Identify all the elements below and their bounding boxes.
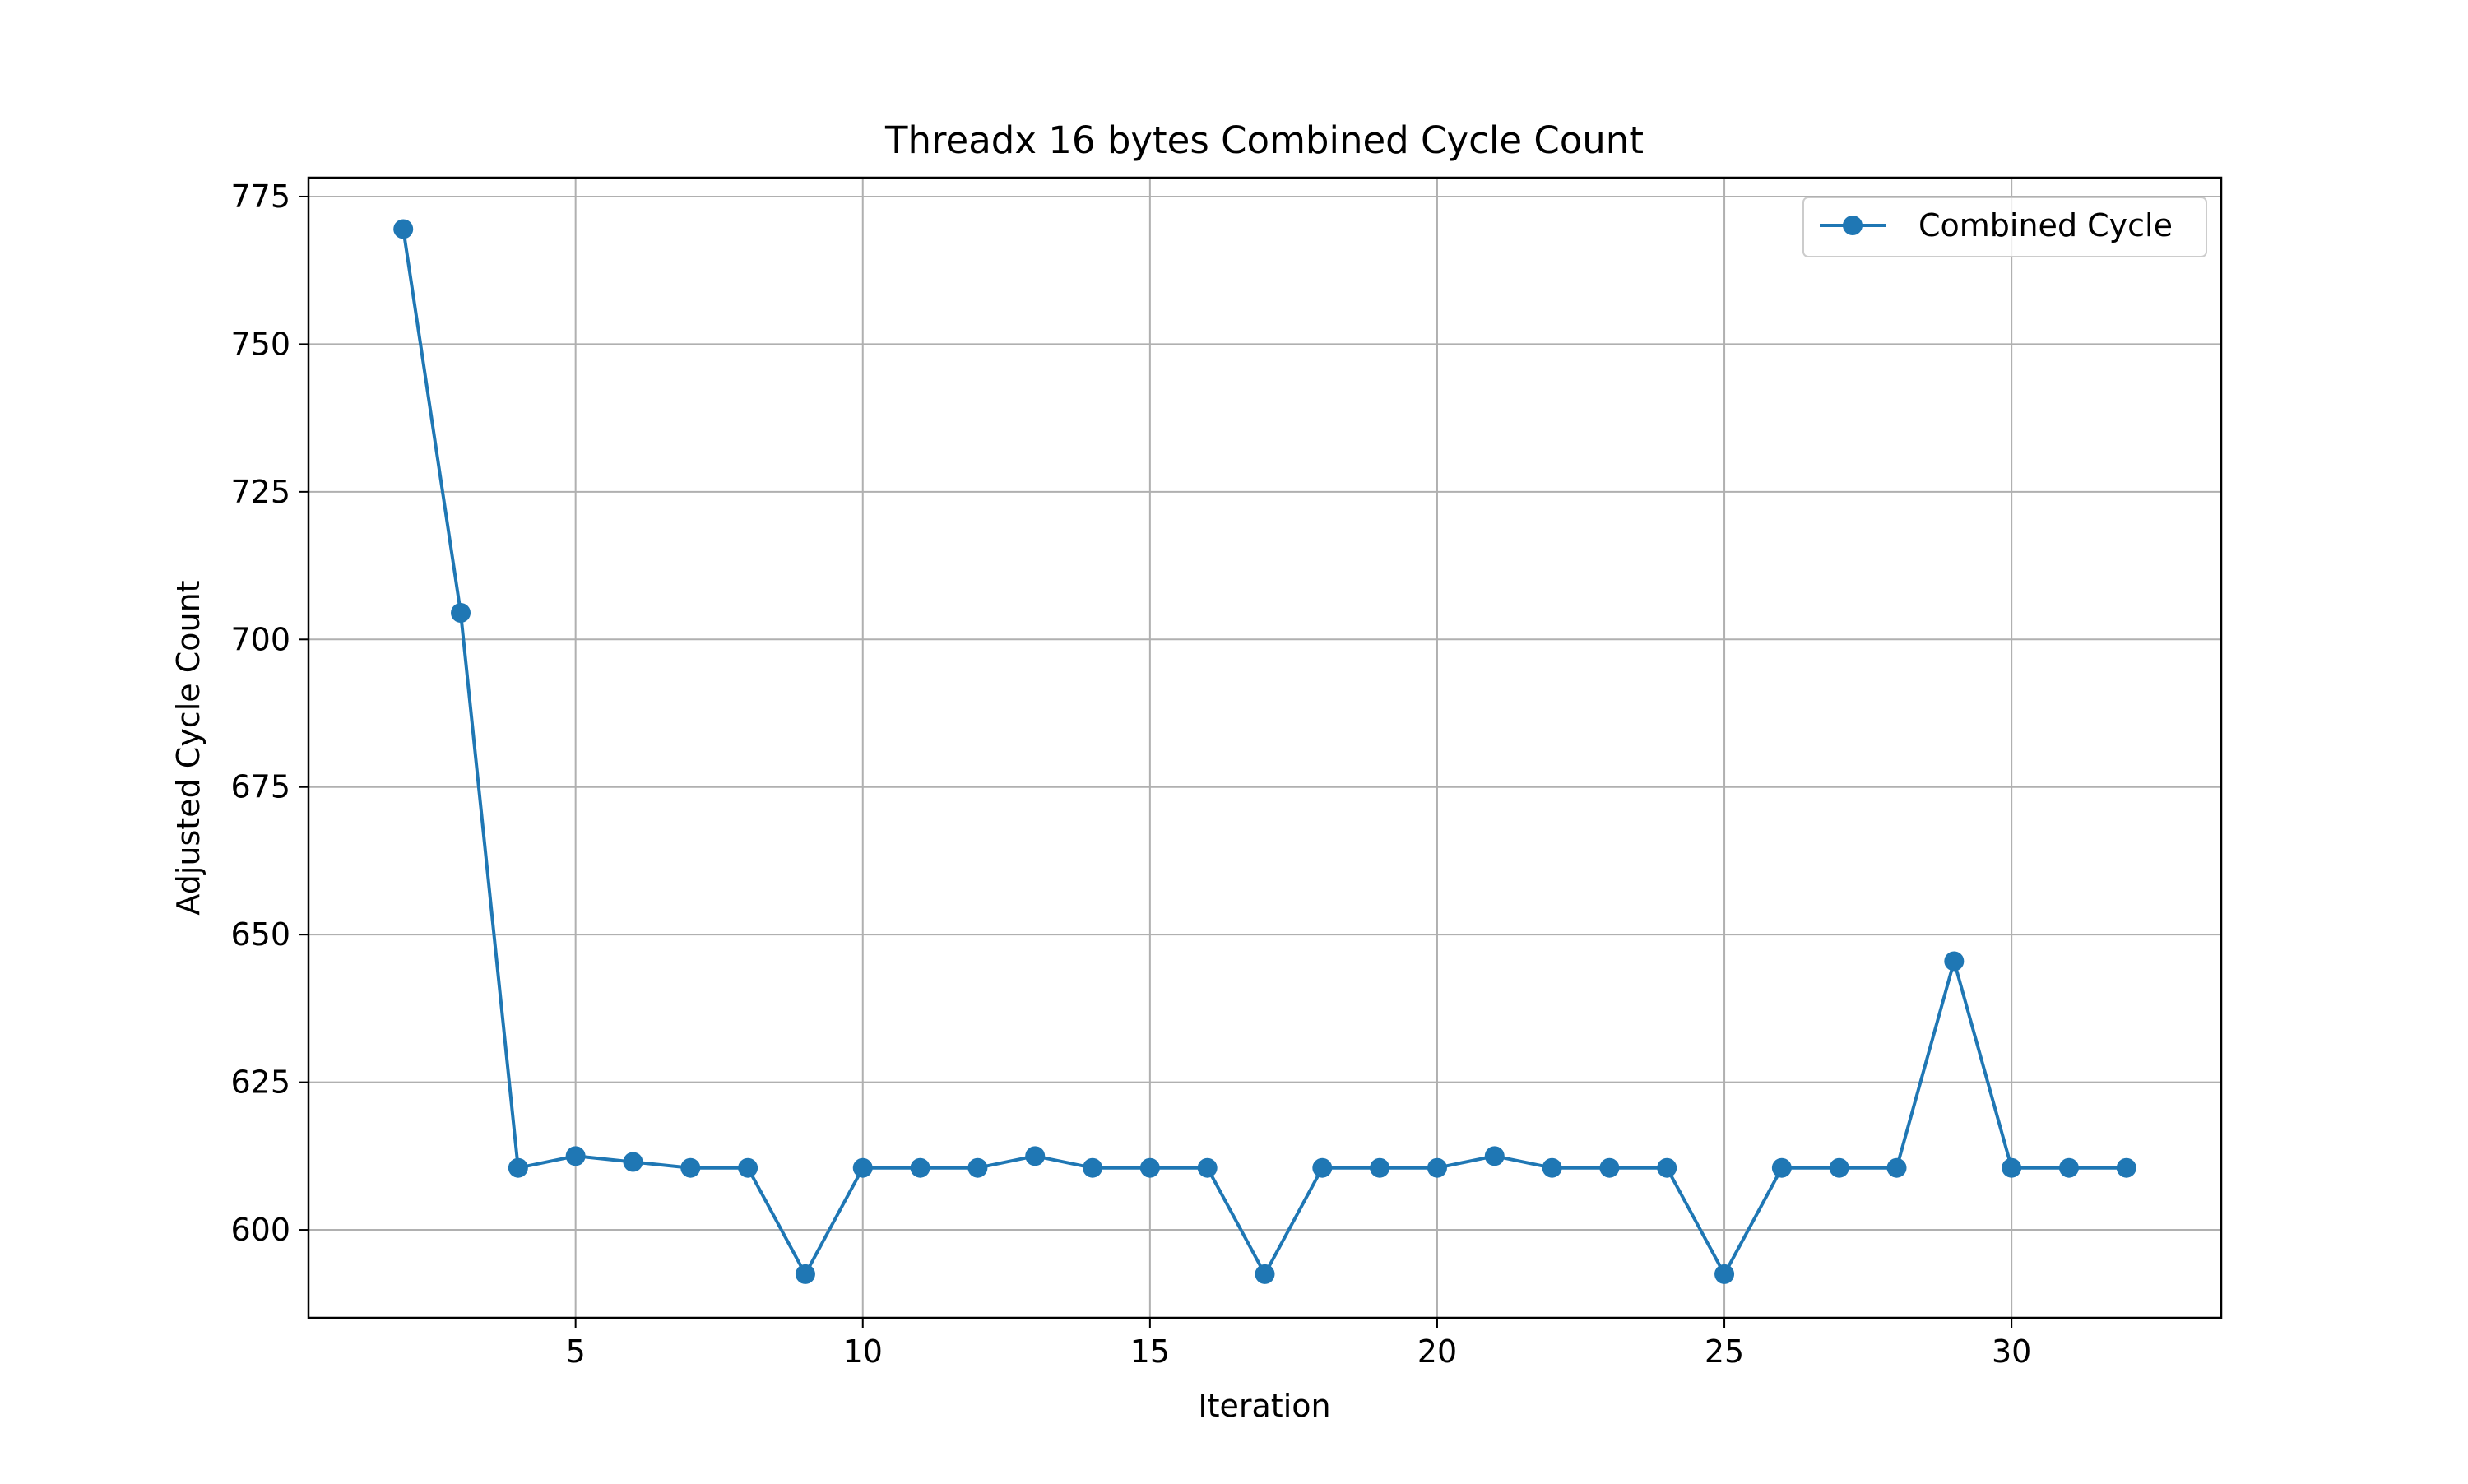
data-point [1139, 1157, 1160, 1178]
data-point [508, 1157, 528, 1178]
legend-box [1802, 197, 2207, 257]
data-point [1312, 1157, 1333, 1178]
x-tick-label: 15 [1130, 1333, 1170, 1370]
data-point [2116, 1157, 2136, 1178]
data-point [1886, 1157, 1907, 1178]
legend-point-marker [1843, 216, 1863, 235]
x-axis-label: Iteration [1198, 1388, 1330, 1424]
y-tick-label: 625 [230, 1064, 290, 1101]
data-point [1484, 1146, 1505, 1166]
x-tick-label: 5 [566, 1333, 586, 1370]
data-point [565, 1146, 586, 1166]
grid [308, 178, 2221, 1318]
data-point [967, 1157, 988, 1178]
data-point [2002, 1157, 2022, 1178]
data-point [795, 1264, 815, 1284]
data-point [1657, 1157, 1677, 1178]
data-point [1542, 1157, 1562, 1178]
y-tick-label: 725 [230, 474, 290, 510]
y-tick-label: 650 [230, 916, 290, 953]
data-point [1771, 1157, 1792, 1178]
data-point [1025, 1146, 1046, 1166]
x-tick-label: 10 [843, 1333, 883, 1370]
data-point [1829, 1157, 1849, 1178]
data-point [1370, 1157, 1390, 1178]
data-point [852, 1157, 873, 1178]
y-axis-label: Adjusted Cycle Count [170, 580, 206, 915]
data-point [1714, 1264, 1735, 1284]
data-point [910, 1157, 930, 1178]
data-point [1255, 1264, 1275, 1284]
data-point [680, 1157, 701, 1178]
data-point [1944, 951, 1965, 972]
x-tick-label: 25 [1705, 1333, 1744, 1370]
data-point [1427, 1157, 1447, 1178]
data-point [1083, 1157, 1103, 1178]
data-point [451, 602, 471, 623]
x-tick-label: 20 [1417, 1333, 1457, 1370]
chart-title: Threadx 16 bytes Combined Cycle Count [884, 118, 1644, 162]
series-layer [393, 219, 2136, 1284]
data-point [738, 1157, 758, 1178]
y-tick-label: 750 [230, 326, 290, 362]
x-tick-label: 30 [1992, 1333, 2031, 1370]
y-tick-label: 600 [230, 1212, 290, 1248]
data-point [1197, 1157, 1218, 1178]
y-tick-label: 700 [230, 621, 290, 657]
data-point [2058, 1157, 2079, 1178]
legend-entry-combined-cycle: Combined Cycle [1918, 207, 2173, 243]
data-point [1599, 1157, 1620, 1178]
data-point [623, 1152, 643, 1172]
y-tick-label: 675 [230, 769, 290, 805]
legend: Combined Cycle [1802, 197, 2207, 257]
data-point [393, 219, 414, 239]
plot-frame [307, 176, 2223, 1319]
x-axis: 5 10 15 20 25 30 [566, 1318, 2031, 1370]
y-axis: 600 625 650 675 700 725 750 775 [230, 179, 308, 1248]
y-tick-label: 775 [230, 179, 290, 215]
